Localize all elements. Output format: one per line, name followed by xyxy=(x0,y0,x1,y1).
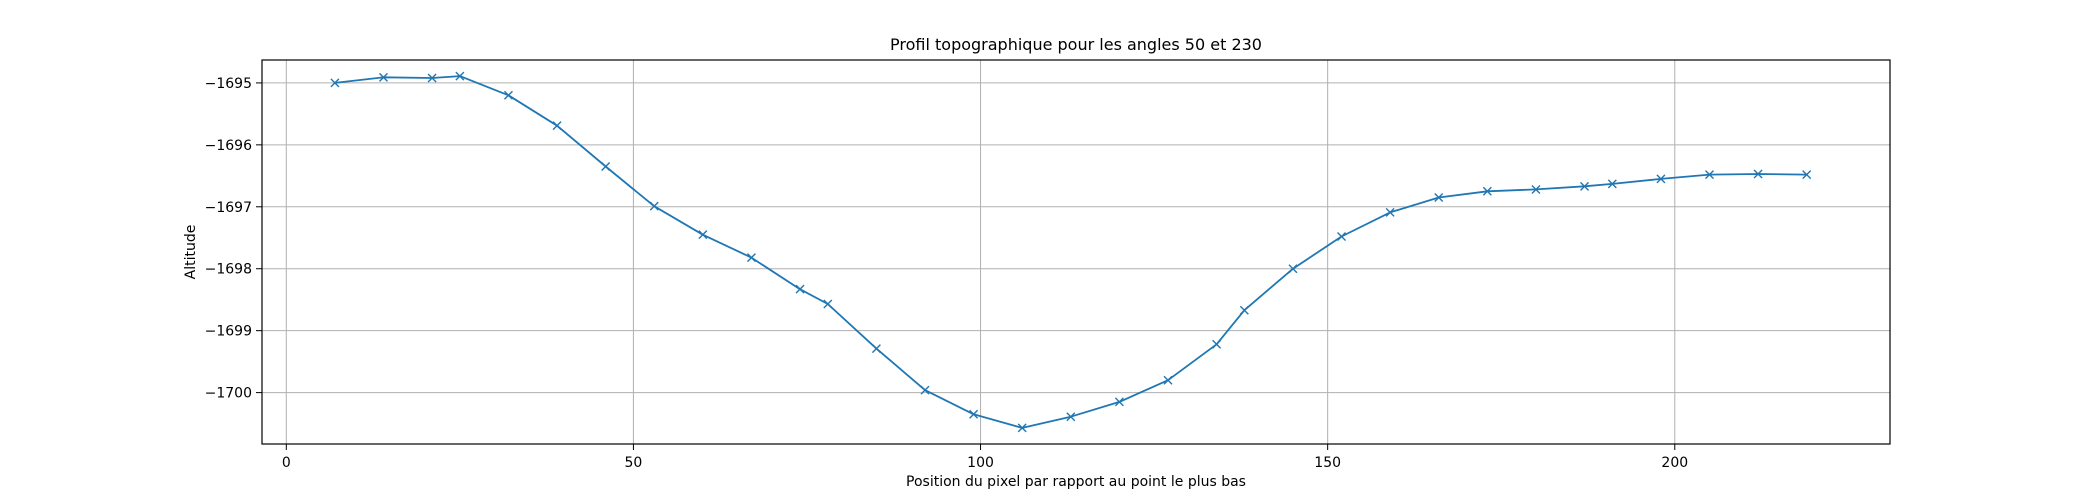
data-point xyxy=(698,230,708,240)
data-point-marker xyxy=(1337,232,1347,242)
data-point-marker xyxy=(871,344,881,354)
y-tick-label: −1700 xyxy=(205,386,252,402)
data-point-marker xyxy=(1239,305,1249,315)
x-tick-label: 0 xyxy=(282,455,291,471)
data-point xyxy=(969,409,979,419)
data-point xyxy=(427,73,437,83)
data-point xyxy=(1066,412,1076,422)
data-point xyxy=(795,284,805,294)
data-point-marker xyxy=(378,72,388,82)
x-tick-label: 100 xyxy=(967,455,994,471)
tick-layer: 0 50 100 150 200 −1700 −1699 −1698 −1697 −1696 −16… xyxy=(205,76,1689,471)
data-point-marker xyxy=(1017,423,1027,433)
data-point xyxy=(1114,397,1124,407)
data-point-marker xyxy=(1705,170,1714,180)
grid-layer xyxy=(262,60,1890,444)
data-point xyxy=(601,162,611,172)
series-layer xyxy=(330,71,1812,433)
y-tick-label: −1697 xyxy=(205,200,252,216)
data-point-marker xyxy=(698,230,708,240)
data-point-marker xyxy=(330,78,340,88)
data-point xyxy=(455,71,465,81)
data-point xyxy=(1212,339,1222,349)
data-point-marker xyxy=(1531,184,1541,194)
data-point xyxy=(552,121,562,131)
data-point xyxy=(1434,193,1444,202)
data-point xyxy=(378,72,388,82)
data-point-marker xyxy=(649,201,659,211)
data-point-marker xyxy=(1753,169,1763,179)
data-point-marker xyxy=(746,253,756,263)
data-point xyxy=(823,299,833,309)
data-point-marker xyxy=(1066,412,1076,422)
data-point-marker xyxy=(920,385,930,395)
data-point xyxy=(1385,207,1395,217)
data-point xyxy=(1705,170,1714,180)
data-point-marker xyxy=(1114,397,1124,407)
data-point xyxy=(1288,264,1298,274)
data-point xyxy=(1239,305,1249,315)
x-tick-label: 50 xyxy=(625,455,643,471)
y-tick-label: −1696 xyxy=(205,138,252,154)
y-tick-label: −1695 xyxy=(205,76,252,92)
data-point xyxy=(1607,179,1617,189)
plot-frame xyxy=(261,59,1891,445)
data-point-marker xyxy=(1656,174,1666,184)
x-tick-label: 150 xyxy=(1314,455,1341,471)
y-tick-label: −1699 xyxy=(205,324,252,340)
data-point-marker xyxy=(1607,179,1617,189)
data-point xyxy=(1580,181,1590,191)
data-point-marker xyxy=(1580,181,1590,191)
data-point-marker xyxy=(1288,264,1298,274)
data-point-marker xyxy=(503,90,513,100)
data-point xyxy=(330,78,340,88)
data-point-marker xyxy=(1802,170,1812,180)
data-point xyxy=(871,344,881,354)
data-point xyxy=(1163,375,1173,385)
data-point-marker xyxy=(1212,339,1222,349)
x-tick-label: 200 xyxy=(1661,455,1688,471)
data-point-marker xyxy=(1434,193,1444,202)
data-point xyxy=(1482,186,1492,196)
x-axis-label: Position du pixel par rapport au point l… xyxy=(906,474,1246,490)
data-point xyxy=(1337,232,1347,242)
data-point-marker xyxy=(427,73,437,83)
data-point-marker xyxy=(969,409,979,419)
data-point xyxy=(1753,169,1763,179)
y-axis-label: Altitude xyxy=(183,225,199,280)
data-point xyxy=(1656,174,1666,184)
data-point-marker xyxy=(1163,375,1173,385)
data-point-marker xyxy=(455,71,465,81)
data-point-marker xyxy=(823,299,833,309)
data-point-marker xyxy=(1385,207,1395,217)
data-point xyxy=(1802,170,1812,180)
data-point xyxy=(503,90,513,100)
chart-title: Profil topographique pour les angles 50 … xyxy=(890,35,1262,54)
data-point xyxy=(1531,184,1541,194)
data-point xyxy=(746,253,756,263)
data-point-marker xyxy=(552,121,562,131)
data-point-marker xyxy=(795,284,805,294)
data-point-marker xyxy=(601,162,611,172)
y-tick-label: −1698 xyxy=(205,262,252,278)
data-point xyxy=(1017,423,1027,433)
data-point xyxy=(920,385,930,395)
data-point xyxy=(649,201,659,211)
data-point-marker xyxy=(1482,186,1492,196)
